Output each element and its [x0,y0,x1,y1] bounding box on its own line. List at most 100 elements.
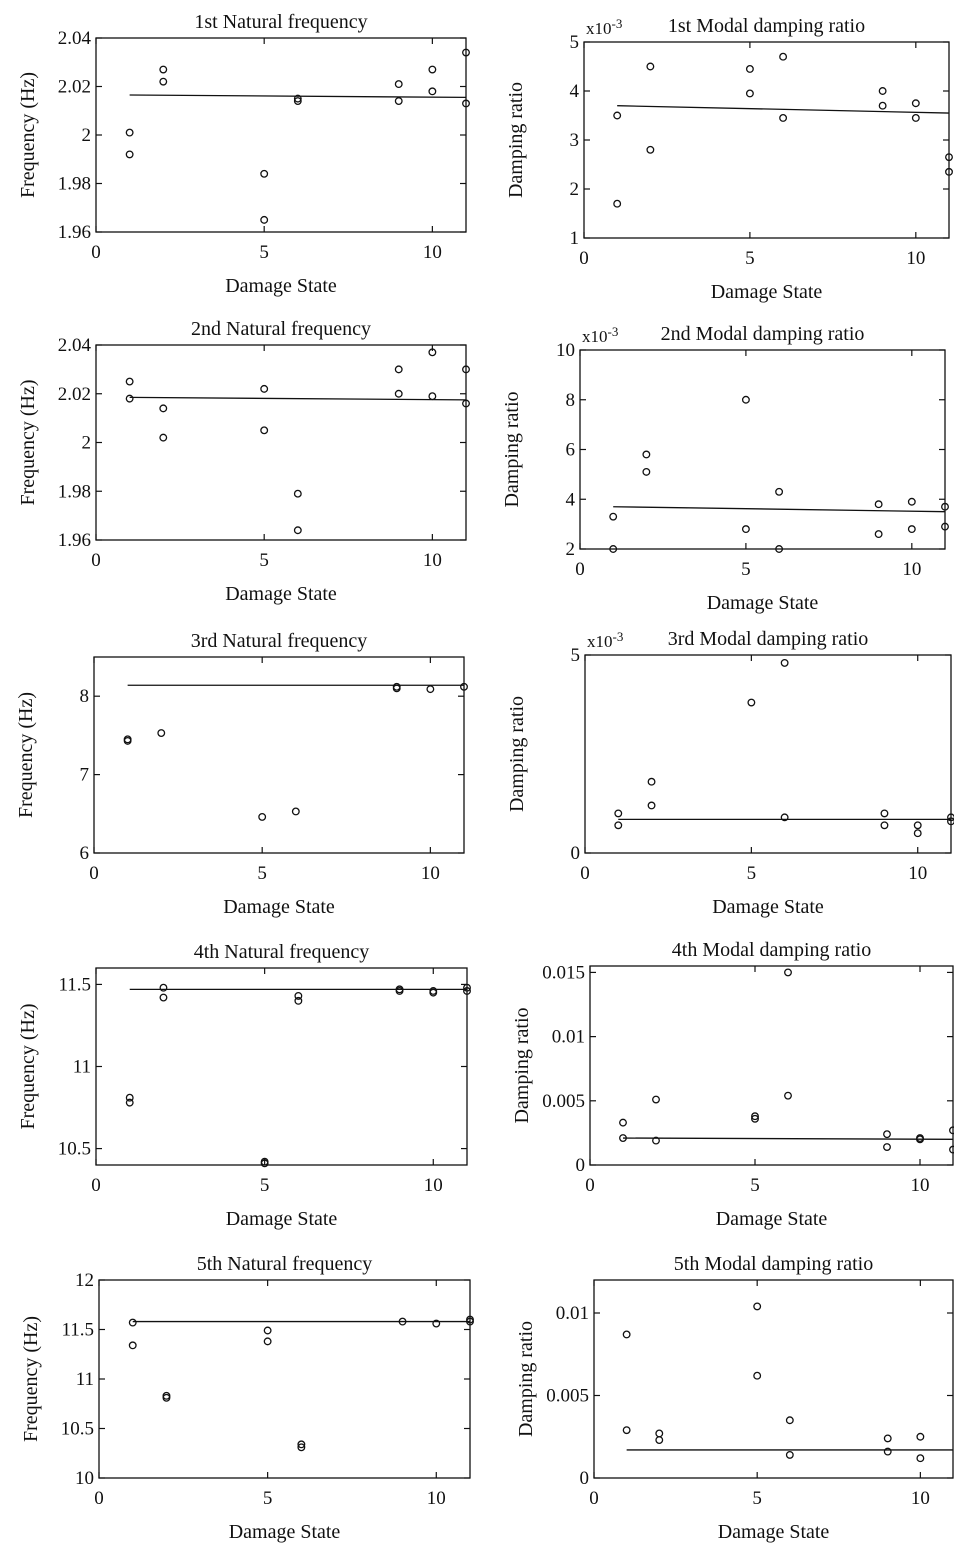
chart-panel-1: 0 5 10 1.96 1.98 2 2.02 2.04 1st Natural frequen… [17,11,470,297]
trend-line [129,396,467,401]
y-axis-label: Damping ratio [506,696,528,812]
data-point [619,1134,627,1142]
x-tick-label: 5 [750,1175,760,1196]
data-point [646,145,655,154]
x-axis-label: Damage State [712,896,824,918]
data-point [260,384,269,393]
data-point [260,1159,269,1168]
data-point [911,113,920,122]
data-point [125,1098,134,1107]
x-axis-label: Damage State [225,583,337,605]
data-point [294,991,303,1000]
y-axis-label: Damping ratio [515,1321,537,1437]
x-tick-label: 10 [911,1175,930,1196]
plot-frame [593,1279,954,1479]
y-tick-label: 1 [570,228,580,249]
data-point [394,97,403,105]
data-point [159,993,168,1002]
plot-frame [579,349,946,550]
data-point [745,64,754,73]
chart-title: 5th Modal damping ratio [674,1253,873,1275]
chart-title: 4th Natural frequency [194,941,369,963]
y-tick-label: 2.04 [58,335,92,356]
data-point [741,525,750,534]
chart-title: 4th Modal damping ratio [672,939,871,961]
x-tick-label: 0 [91,1175,101,1196]
data-point [128,1341,137,1350]
data-point [647,777,656,786]
y-tick-label: 10.5 [58,1139,91,1160]
x-tick-label: 5 [260,1175,270,1196]
x-tick-label: 10 [421,863,440,884]
x-tick-label: 5 [752,1488,762,1509]
data-point [395,987,404,995]
data-point [463,983,471,992]
y-tick-label: 4 [566,489,576,510]
data-point [907,497,916,506]
data-point [125,394,134,403]
y-tick-label: 4 [570,81,580,102]
data-point [655,1429,664,1438]
y-tick-label: 2 [82,433,92,454]
trend-line [613,506,946,513]
data-point [394,389,403,398]
data-point [880,809,889,818]
y-tick-label: 0.01 [552,1027,585,1048]
y-tick-label: 3 [570,130,580,151]
data-point [263,1337,272,1346]
y-axis-label: Frequency (Hz) [15,692,37,818]
data-point [947,817,954,826]
data-point [619,1118,627,1127]
chart-title: 3rd Natural frequency [191,630,368,652]
data-point [622,1330,631,1339]
y-tick-label: 0 [576,1155,586,1176]
y-tick-label: 11.5 [58,974,91,995]
x-axis-label: Damage State [225,275,337,297]
data-point [883,1130,891,1139]
data-point [907,525,916,534]
x-axis-label: Damage State [226,1208,338,1230]
x-tick-label: 5 [747,863,757,884]
data-point [753,1371,762,1380]
y-axis-label: Frequency (Hz) [17,379,39,505]
data-point [291,807,300,816]
data-point [941,502,949,511]
y-tick-label: 1.98 [58,174,91,195]
y-tick-label: 0 [580,1468,590,1489]
data-point [293,94,302,103]
y-tick-label: 10 [556,340,575,361]
x-axis-label: Damage State [711,281,823,303]
y-axis-label: Frequency (Hz) [17,1003,39,1129]
data-point [916,1135,924,1144]
chart-panel-4: 0 5 10 2 4 6 8 10 2nd Modal damping ratio x10-3 Da… [501,323,949,614]
data-point [128,1318,137,1327]
data-point [745,89,754,98]
data-point [785,1416,794,1425]
data-point [162,1393,171,1402]
chart-panel-5: 0 5 10 6 7 8 3rd Natural frequency Damage State… [15,630,468,918]
y-axis-label: Damping ratio [505,82,527,198]
x-axis-label: Damage State [718,1521,830,1543]
y-tick-label: 0.005 [546,1386,589,1407]
data-point [784,968,792,977]
x-tick-label: 0 [575,559,585,580]
x-tick-label: 0 [94,1488,104,1509]
data-point [123,736,132,745]
x-tick-label: 5 [257,863,267,884]
data-point [260,426,269,435]
data-point [883,1447,892,1456]
data-point [428,348,437,357]
x-tick-label: 5 [259,242,269,263]
y-tick-label: 12 [75,1270,94,1291]
x-axis-label: Damage State [223,896,335,918]
x-tick-label: 0 [580,863,590,884]
data-point [647,801,656,810]
x-tick-label: 0 [91,242,101,263]
x-tick-label: 10 [908,863,927,884]
x-axis-label: Damage State [716,1208,828,1230]
data-point [159,65,168,74]
data-point [655,1436,664,1444]
y-tick-label: 0 [571,843,581,864]
x-tick-label: 0 [585,1175,595,1196]
data-point [751,1114,759,1123]
